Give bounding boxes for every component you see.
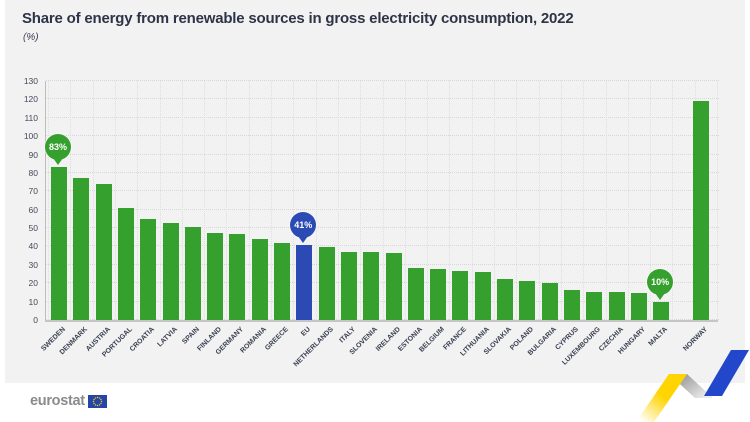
decorative-ribbon-graphic	[636, 350, 749, 422]
gridline-x	[315, 81, 317, 320]
gridline-x	[181, 81, 183, 320]
gridline-x	[337, 81, 339, 320]
gridline-x	[382, 81, 384, 320]
gridline-x	[404, 81, 406, 320]
eurostat-logo: eurostat	[30, 393, 107, 409]
gridline-x	[494, 81, 495, 320]
gridline-y-130	[46, 80, 719, 81]
gridline-x	[360, 81, 362, 320]
bar-denmark	[73, 178, 90, 320]
gridline-x	[672, 81, 674, 320]
bar-czechia	[608, 292, 625, 320]
gridline-x	[427, 81, 429, 320]
bar-sweden	[51, 167, 67, 320]
bar-hungary	[630, 293, 647, 320]
gridline-x	[650, 81, 652, 320]
bar-lithuania	[474, 272, 491, 320]
y-tick-50: 50	[28, 223, 38, 234]
ribbon-blue-band	[704, 350, 749, 396]
gridline-x	[449, 81, 451, 320]
y-tick-30: 30	[28, 259, 38, 270]
bar-austria	[95, 183, 112, 320]
gridline-x	[204, 81, 206, 320]
gridline-x	[583, 81, 585, 320]
bar-estonia	[407, 267, 424, 320]
gridline-x	[48, 81, 49, 320]
gridline-x	[271, 81, 272, 320]
callout-tail-eu	[298, 235, 309, 243]
callout-tail-sweden	[53, 158, 63, 166]
x-axis-line	[45, 320, 718, 322]
bar-ireland	[385, 252, 402, 320]
y-tick-10: 10	[28, 296, 38, 307]
eurostat-wordmark: eurostat	[30, 393, 85, 409]
callout-sweden: 83%	[45, 134, 71, 161]
bar-eu	[296, 244, 313, 320]
bar-norway	[693, 101, 710, 320]
y-tick-130: 130	[23, 76, 38, 86]
bar-finland	[207, 232, 224, 320]
y-tick-40: 40	[28, 241, 38, 252]
gridline-x	[538, 81, 540, 320]
bar-greece	[274, 242, 290, 320]
bar-malta	[653, 301, 670, 320]
bar-spain	[184, 227, 201, 320]
gridline-x	[717, 81, 718, 320]
bar-chart: 0 10 20 30 40 50 60 70 80 90 100 110 120 130 SWEDEN DE…	[23, 76, 719, 368]
bar-romania	[251, 239, 268, 320]
gridline-x	[137, 81, 139, 320]
callout-tail-malta	[655, 292, 666, 300]
y-tick-80: 80	[28, 167, 38, 178]
bar-portugal	[117, 207, 134, 320]
gridline-x	[248, 81, 250, 320]
bar-luxembourg	[586, 291, 603, 320]
bar-germany	[229, 233, 246, 320]
gridline-x	[114, 81, 116, 320]
callout-malta: 10%	[647, 268, 674, 295]
bar-slovakia	[497, 278, 513, 320]
gridline-x	[516, 81, 518, 320]
plot-area	[45, 80, 719, 320]
gridline-x	[627, 81, 629, 320]
gridline-x	[293, 81, 295, 320]
y-tick-100: 100	[23, 131, 38, 142]
ribbon-yellow-band	[636, 374, 687, 422]
bar-italy	[340, 251, 357, 320]
bar-croatia	[140, 218, 157, 320]
bar-cyprus	[563, 289, 580, 320]
gridline-x	[70, 81, 72, 320]
y-tick-90: 90	[28, 149, 38, 160]
y-tick-120: 120	[23, 94, 38, 105]
bar-poland	[519, 281, 536, 320]
y-tick-110: 110	[24, 112, 38, 123]
eu-flag-icon	[87, 394, 107, 408]
gridline-x	[226, 81, 228, 320]
bar-france	[452, 271, 469, 320]
y-tick-70: 70	[28, 186, 38, 197]
gridline-x	[560, 81, 562, 320]
y-tick-20: 20	[28, 278, 38, 289]
callout-eu: 41%	[290, 211, 317, 238]
bar-latvia	[162, 222, 179, 320]
chart-title: Share of energy from renewable sources i…	[22, 10, 574, 27]
gridline-x	[92, 81, 94, 320]
bar-slovenia	[363, 251, 380, 320]
bar-netherlands	[318, 247, 335, 320]
y-tick-60: 60	[28, 204, 38, 215]
y-tick-0: 0	[33, 315, 38, 325]
gridline-x	[605, 81, 607, 320]
bar-belgium	[430, 268, 447, 320]
gridline-x	[471, 81, 473, 320]
bar-bulgaria	[541, 283, 558, 320]
gridline-x	[159, 81, 161, 320]
chart-unit-subtitle: (%)	[23, 32, 39, 43]
